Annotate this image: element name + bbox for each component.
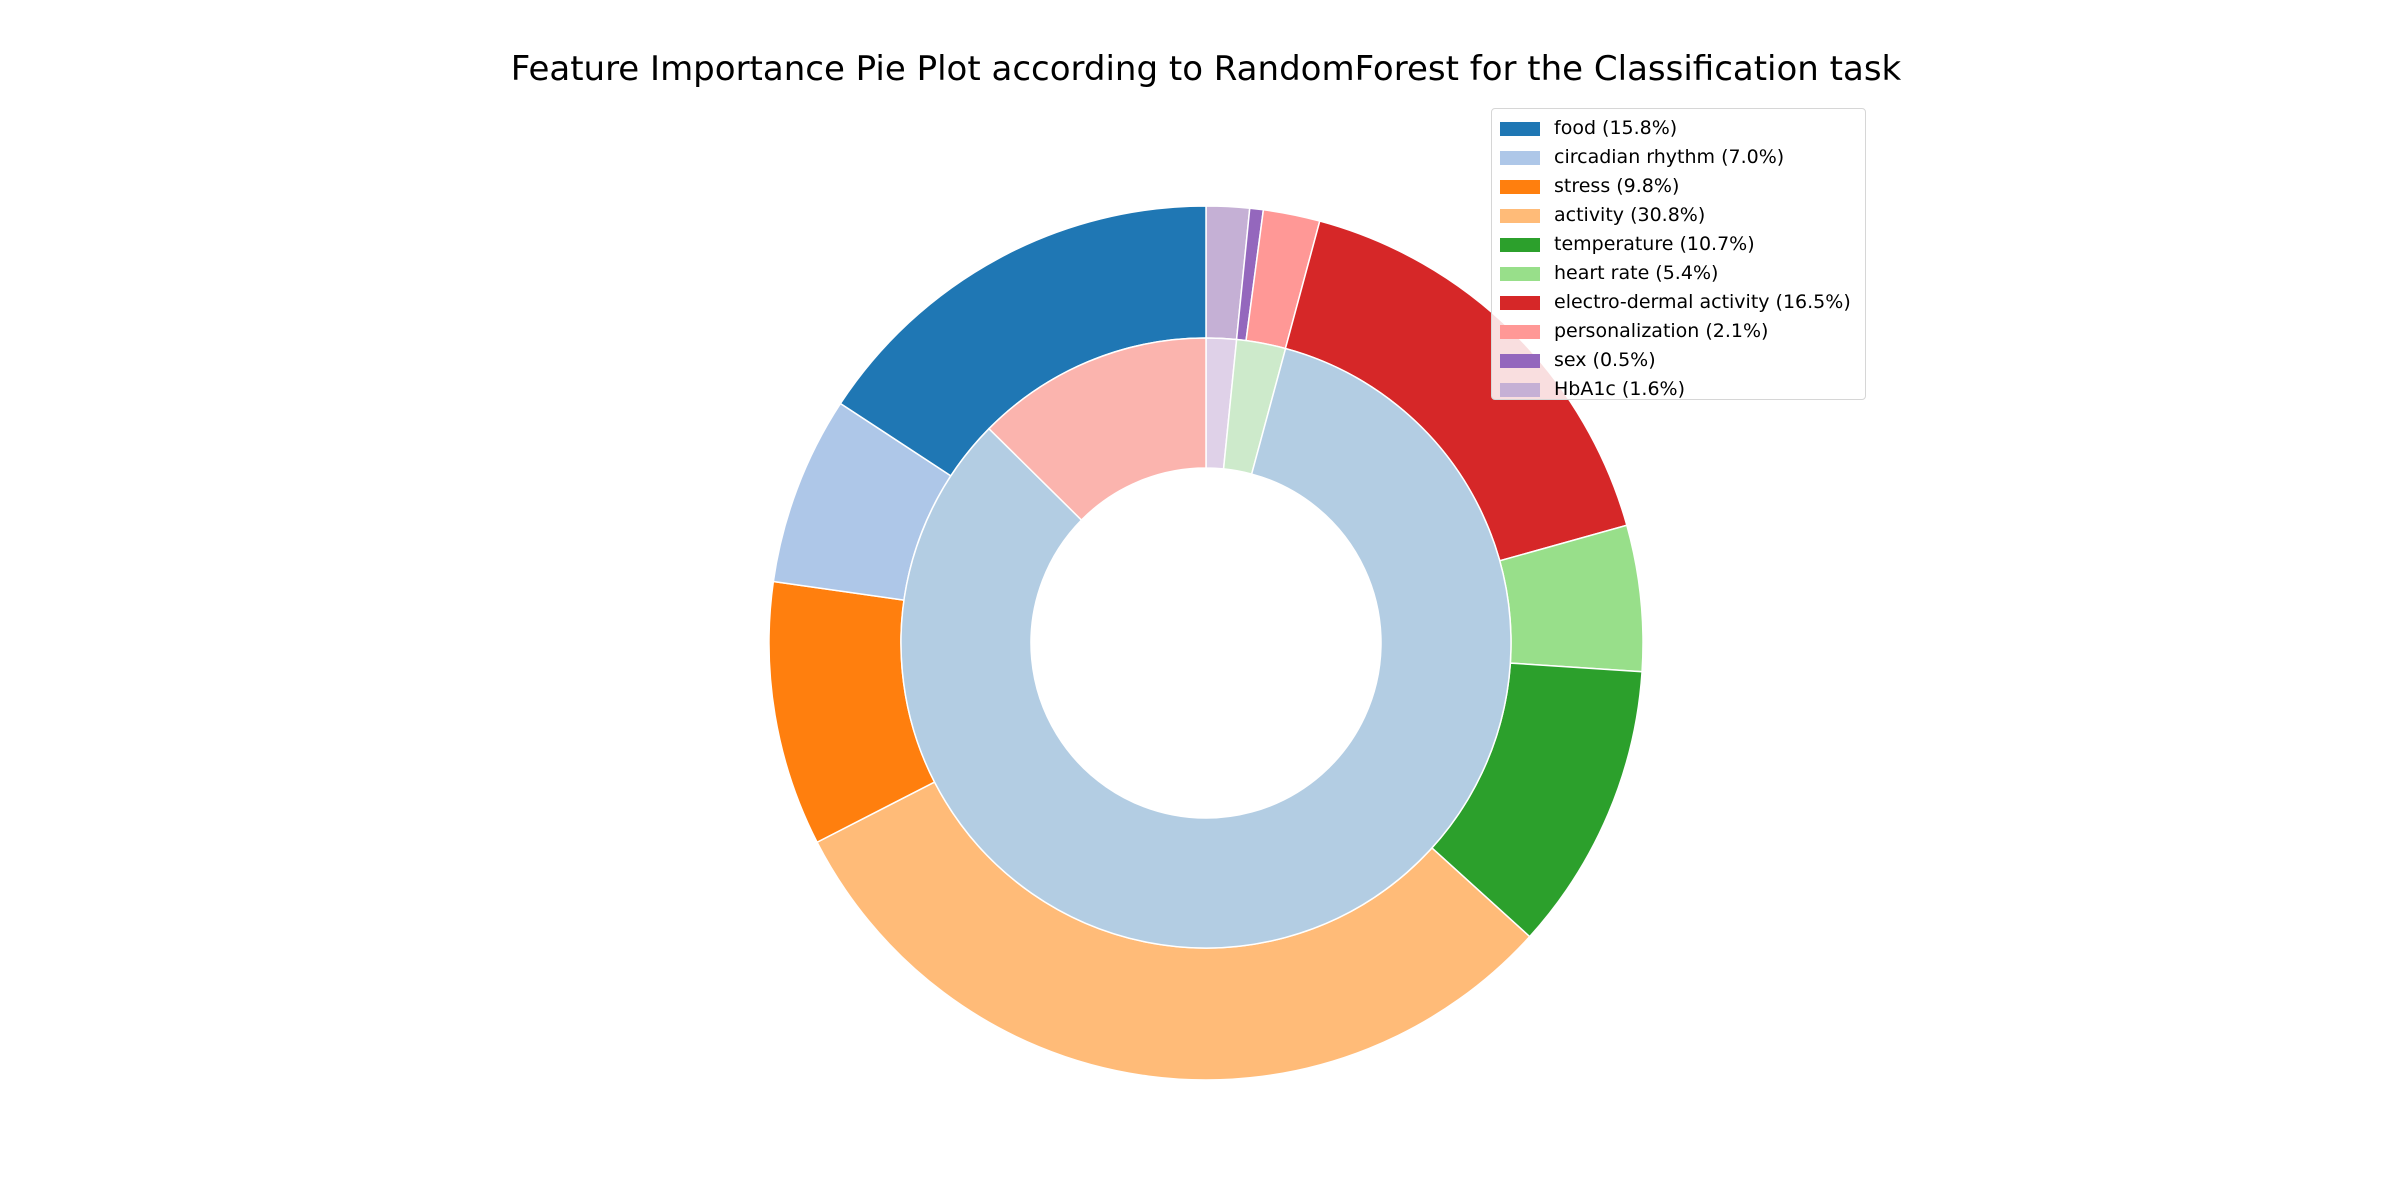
legend-label: stress (9.8%) <box>1554 175 1680 197</box>
inner-slice-2 <box>900 347 1512 949</box>
legend-label: activity (30.8%) <box>1554 204 1706 226</box>
legend-swatch <box>1500 325 1540 339</box>
inner-ring <box>900 337 1512 949</box>
legend-swatch <box>1500 209 1540 223</box>
legend-label: heart rate (5.4%) <box>1554 262 1719 284</box>
outer-ring <box>768 205 1644 1081</box>
legend-label: temperature (10.7%) <box>1554 233 1755 255</box>
legend-swatch <box>1500 354 1540 368</box>
legend-swatch <box>1500 238 1540 252</box>
legend-label: HbA1c (1.6%) <box>1554 378 1686 400</box>
legend-swatch <box>1500 151 1540 165</box>
inner-slice-3 <box>987 337 1207 522</box>
chart-title: Feature Importance Pie Plot according to… <box>510 49 1902 89</box>
legend-swatch <box>1500 267 1540 281</box>
legend-label: sex (0.5%) <box>1554 349 1656 371</box>
legend-swatch <box>1500 180 1540 194</box>
legend-label: electro-dermal activity (16.5%) <box>1554 291 1851 313</box>
legend-swatch <box>1500 296 1540 310</box>
legend-label: circadian rhythm (7.0%) <box>1554 146 1785 168</box>
legend-label: food (15.8%) <box>1554 117 1678 139</box>
legend-swatch <box>1500 122 1540 136</box>
legend-label: personalization (2.1%) <box>1554 320 1769 342</box>
legend-swatch <box>1500 383 1540 397</box>
chart-legend: food (15.8%) circadian rhythm (7.0%) stres… <box>1491 108 1866 400</box>
